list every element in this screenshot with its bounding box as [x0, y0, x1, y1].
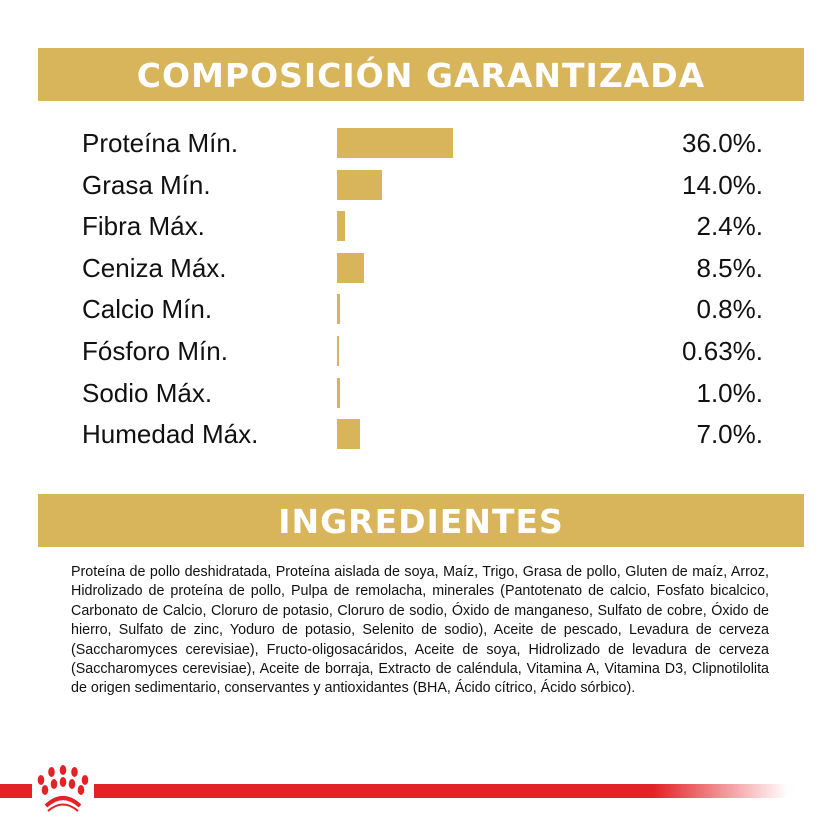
row-label: Sodio Máx. [82, 377, 213, 408]
row-label: Grasa Mín. [82, 169, 211, 200]
value-label: 0.8%. [696, 294, 764, 325]
row-label: Calcio Mín. [82, 294, 213, 325]
composition-row: Fibra Máx. 2.4%. [0, 205, 840, 247]
composition-row: Ceniza Máx. 8.5%. [0, 247, 840, 289]
value-label: 1.0%. [696, 377, 764, 408]
value-label: 2.4%. [696, 211, 764, 242]
row-label: Fósforo Mín. [82, 336, 228, 366]
composition-row: Fósforo Mín. 0.63%. [0, 330, 840, 372]
royal-canin-crown-logo [37, 765, 89, 812]
composition-header: COMPOSICIÓN GARANTIZADA [38, 48, 804, 101]
composition-row: Humedad Máx. 7.0%. [0, 413, 840, 455]
ingredients-text: Proteína de pollo deshidratada, Proteína… [71, 564, 769, 697]
bar [337, 419, 360, 450]
row-label: Ceniza Máx. [82, 252, 227, 283]
value-label: 36.0%. [682, 128, 763, 158]
bar [337, 336, 340, 366]
value-label: 14.0%. [682, 169, 763, 200]
value-label: 7.0%. [696, 419, 764, 450]
composition-row: Proteína Mín. 36.0%. [0, 122, 840, 164]
bar [337, 252, 365, 283]
row-label: Fibra Máx. [82, 211, 205, 242]
value-label: 8.5%. [696, 252, 764, 283]
composition-row: Calcio Mín. 0.8%. [0, 288, 840, 330]
bar [337, 294, 340, 325]
bar [337, 377, 341, 408]
composition-row: Sodio Máx. 1.0%. [0, 372, 840, 414]
row-label: Humedad Máx. [82, 419, 259, 450]
bar [337, 169, 383, 200]
composition-row: Grasa Mín. 14.0%. [0, 164, 840, 206]
value-label: 0.63%. [682, 336, 763, 366]
bar [337, 128, 453, 158]
ingredients-header: INGREDIENTES [38, 494, 804, 547]
brand-stripe [0, 784, 840, 798]
row-label: Proteína Mín. [82, 128, 239, 158]
bar [337, 211, 345, 242]
